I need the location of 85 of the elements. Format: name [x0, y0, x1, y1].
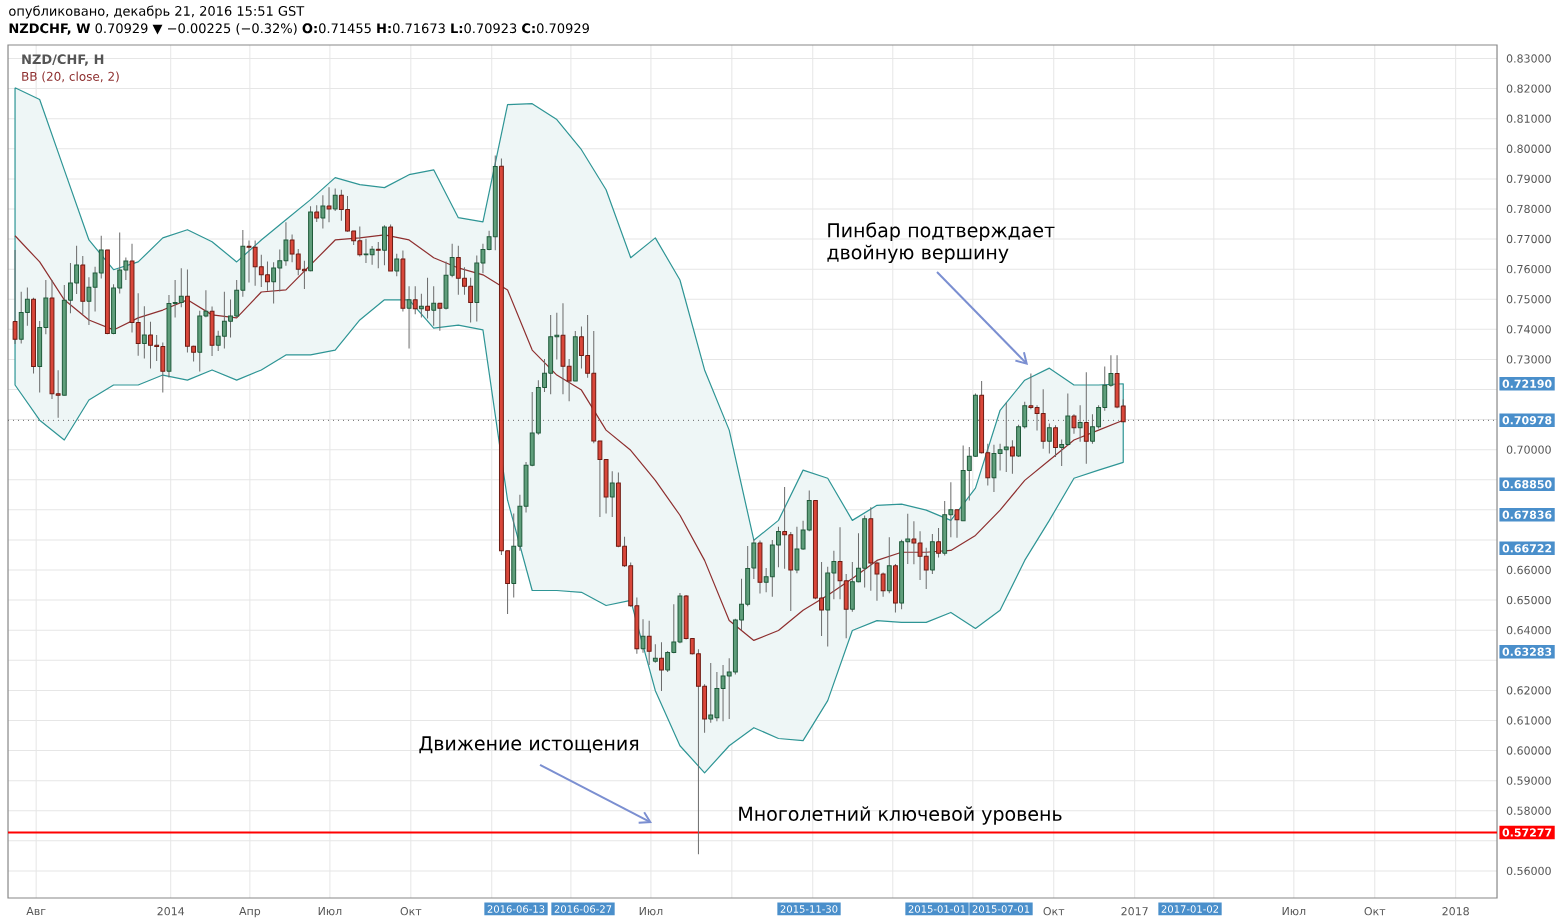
y-tick-label: 0.62000 — [1506, 686, 1551, 695]
y-tick-label: 0.65000 — [1506, 595, 1551, 605]
candlestick — [1077, 404, 1083, 443]
text: 2015-11-30 — [780, 905, 838, 913]
candlestick — [1009, 439, 1015, 475]
candlestick — [609, 470, 615, 518]
candlestick — [542, 358, 547, 393]
candlestick — [406, 285, 412, 350]
candlestick — [665, 650, 671, 673]
candlestick — [431, 285, 437, 327]
candlestick — [338, 189, 344, 222]
x-tick-label: Июл — [1282, 907, 1306, 916]
y-tick-label: 0.57277 — [1502, 828, 1552, 837]
candlestick — [394, 253, 400, 277]
candlestick — [418, 293, 424, 319]
candlestick — [12, 249, 18, 345]
y-tick-label: 0.56000 — [1506, 866, 1551, 876]
candlestick — [954, 509, 960, 539]
annotation: Движение истощения — [419, 736, 639, 754]
x-tick-label: 2017 — [1121, 907, 1148, 916]
y-tick-label: 0.73000 — [1506, 355, 1551, 364]
text: 2015-01-01 — [908, 905, 966, 913]
candlestick — [1046, 422, 1052, 455]
y-tick-label: 0.82000 — [1506, 84, 1551, 93]
text: NZD/CHF, H — [22, 54, 104, 66]
x-tick-label: 2018 — [1442, 907, 1469, 916]
text: 2015-07-01 — [972, 905, 1030, 913]
candlestick — [1053, 424, 1058, 458]
candlestick — [936, 527, 941, 558]
candlestick — [1028, 373, 1034, 410]
x-tick-label: Окт — [400, 907, 422, 916]
y-tick-label: 0.81000 — [1506, 114, 1551, 123]
candlestick — [646, 620, 652, 666]
candlestick — [1108, 354, 1114, 388]
x-tick-label: Авг — [26, 907, 46, 916]
y-tick-label: 0.66000 — [1506, 565, 1551, 575]
candlestick — [141, 305, 147, 359]
text: BB (20, close, 2) — [22, 71, 119, 83]
ref-line-label: Многолетний ключевой уровень — [739, 806, 1062, 825]
x-tick-label: Апр — [239, 907, 261, 918]
x-tick-label: Июл — [639, 907, 663, 916]
candlestick — [375, 241, 381, 269]
candlestick — [652, 643, 658, 664]
y-tick-label: 0.58000 — [1506, 806, 1551, 815]
candlestick — [425, 277, 430, 319]
x-tick-label: 2014 — [157, 907, 185, 916]
y-tick-label: 0.74000 — [1506, 325, 1551, 334]
text: NZDCHF, W 0.70929 ▼ −0.00225 (−0.32%) O:0.71455 H:0.71673 L:0.70923 C:0.70929 — [9, 23, 589, 35]
y-tick-label: 0.83000 — [1506, 54, 1551, 63]
y-tick-label: 0.72190 — [1502, 379, 1552, 388]
y-tick-label: 0.78000 — [1506, 204, 1551, 214]
candlestick — [320, 194, 326, 230]
candlestick — [412, 285, 418, 315]
candlestick — [332, 188, 338, 212]
text: 2016-06-27 — [554, 905, 612, 913]
candlestick — [1083, 371, 1089, 465]
y-tick-label: 0.66722 — [1502, 544, 1552, 553]
text: 2016-06-13 — [487, 905, 545, 913]
candlestick — [659, 641, 664, 692]
candlestick — [382, 224, 387, 266]
candlestick — [782, 486, 788, 570]
y-tick-label: 0.80000 — [1506, 144, 1551, 153]
y-tick-label: 0.59000 — [1506, 776, 1551, 785]
candlestick — [326, 186, 332, 223]
y-tick-label: 0.67836 — [1502, 510, 1552, 519]
y-tick-label: 0.70000 — [1506, 445, 1551, 454]
y-tick-label: 0.63283 — [1502, 647, 1552, 656]
y-tick-label: 0.75000 — [1506, 295, 1551, 304]
x-tick-label: Окт — [1043, 907, 1065, 916]
candlestick — [437, 302, 443, 332]
y-tick-label: 0.64000 — [1506, 626, 1551, 635]
y-tick-label: 0.68850 — [1502, 480, 1552, 489]
candlestick — [1071, 413, 1077, 435]
y-tick-label: 0.61000 — [1506, 716, 1551, 725]
x-tick-label: Июл — [318, 907, 342, 916]
text: 2017-01-02 — [1161, 905, 1219, 913]
y-tick-label: 0.77000 — [1506, 234, 1551, 244]
y-tick-label: 0.79000 — [1506, 174, 1551, 184]
y-tick-label: 0.76000 — [1506, 264, 1551, 274]
candlestick — [640, 618, 646, 654]
annotation: Пинбар подтверждает двойную вершину — [827, 222, 1055, 264]
text: опубликовано, декабрь 21, 2016 15:51 GST — [9, 5, 305, 19]
x-tick-label: Окт — [1364, 907, 1386, 916]
y-tick-label: 0.70978 — [1502, 416, 1552, 425]
y-tick-label: 0.60000 — [1506, 746, 1551, 755]
